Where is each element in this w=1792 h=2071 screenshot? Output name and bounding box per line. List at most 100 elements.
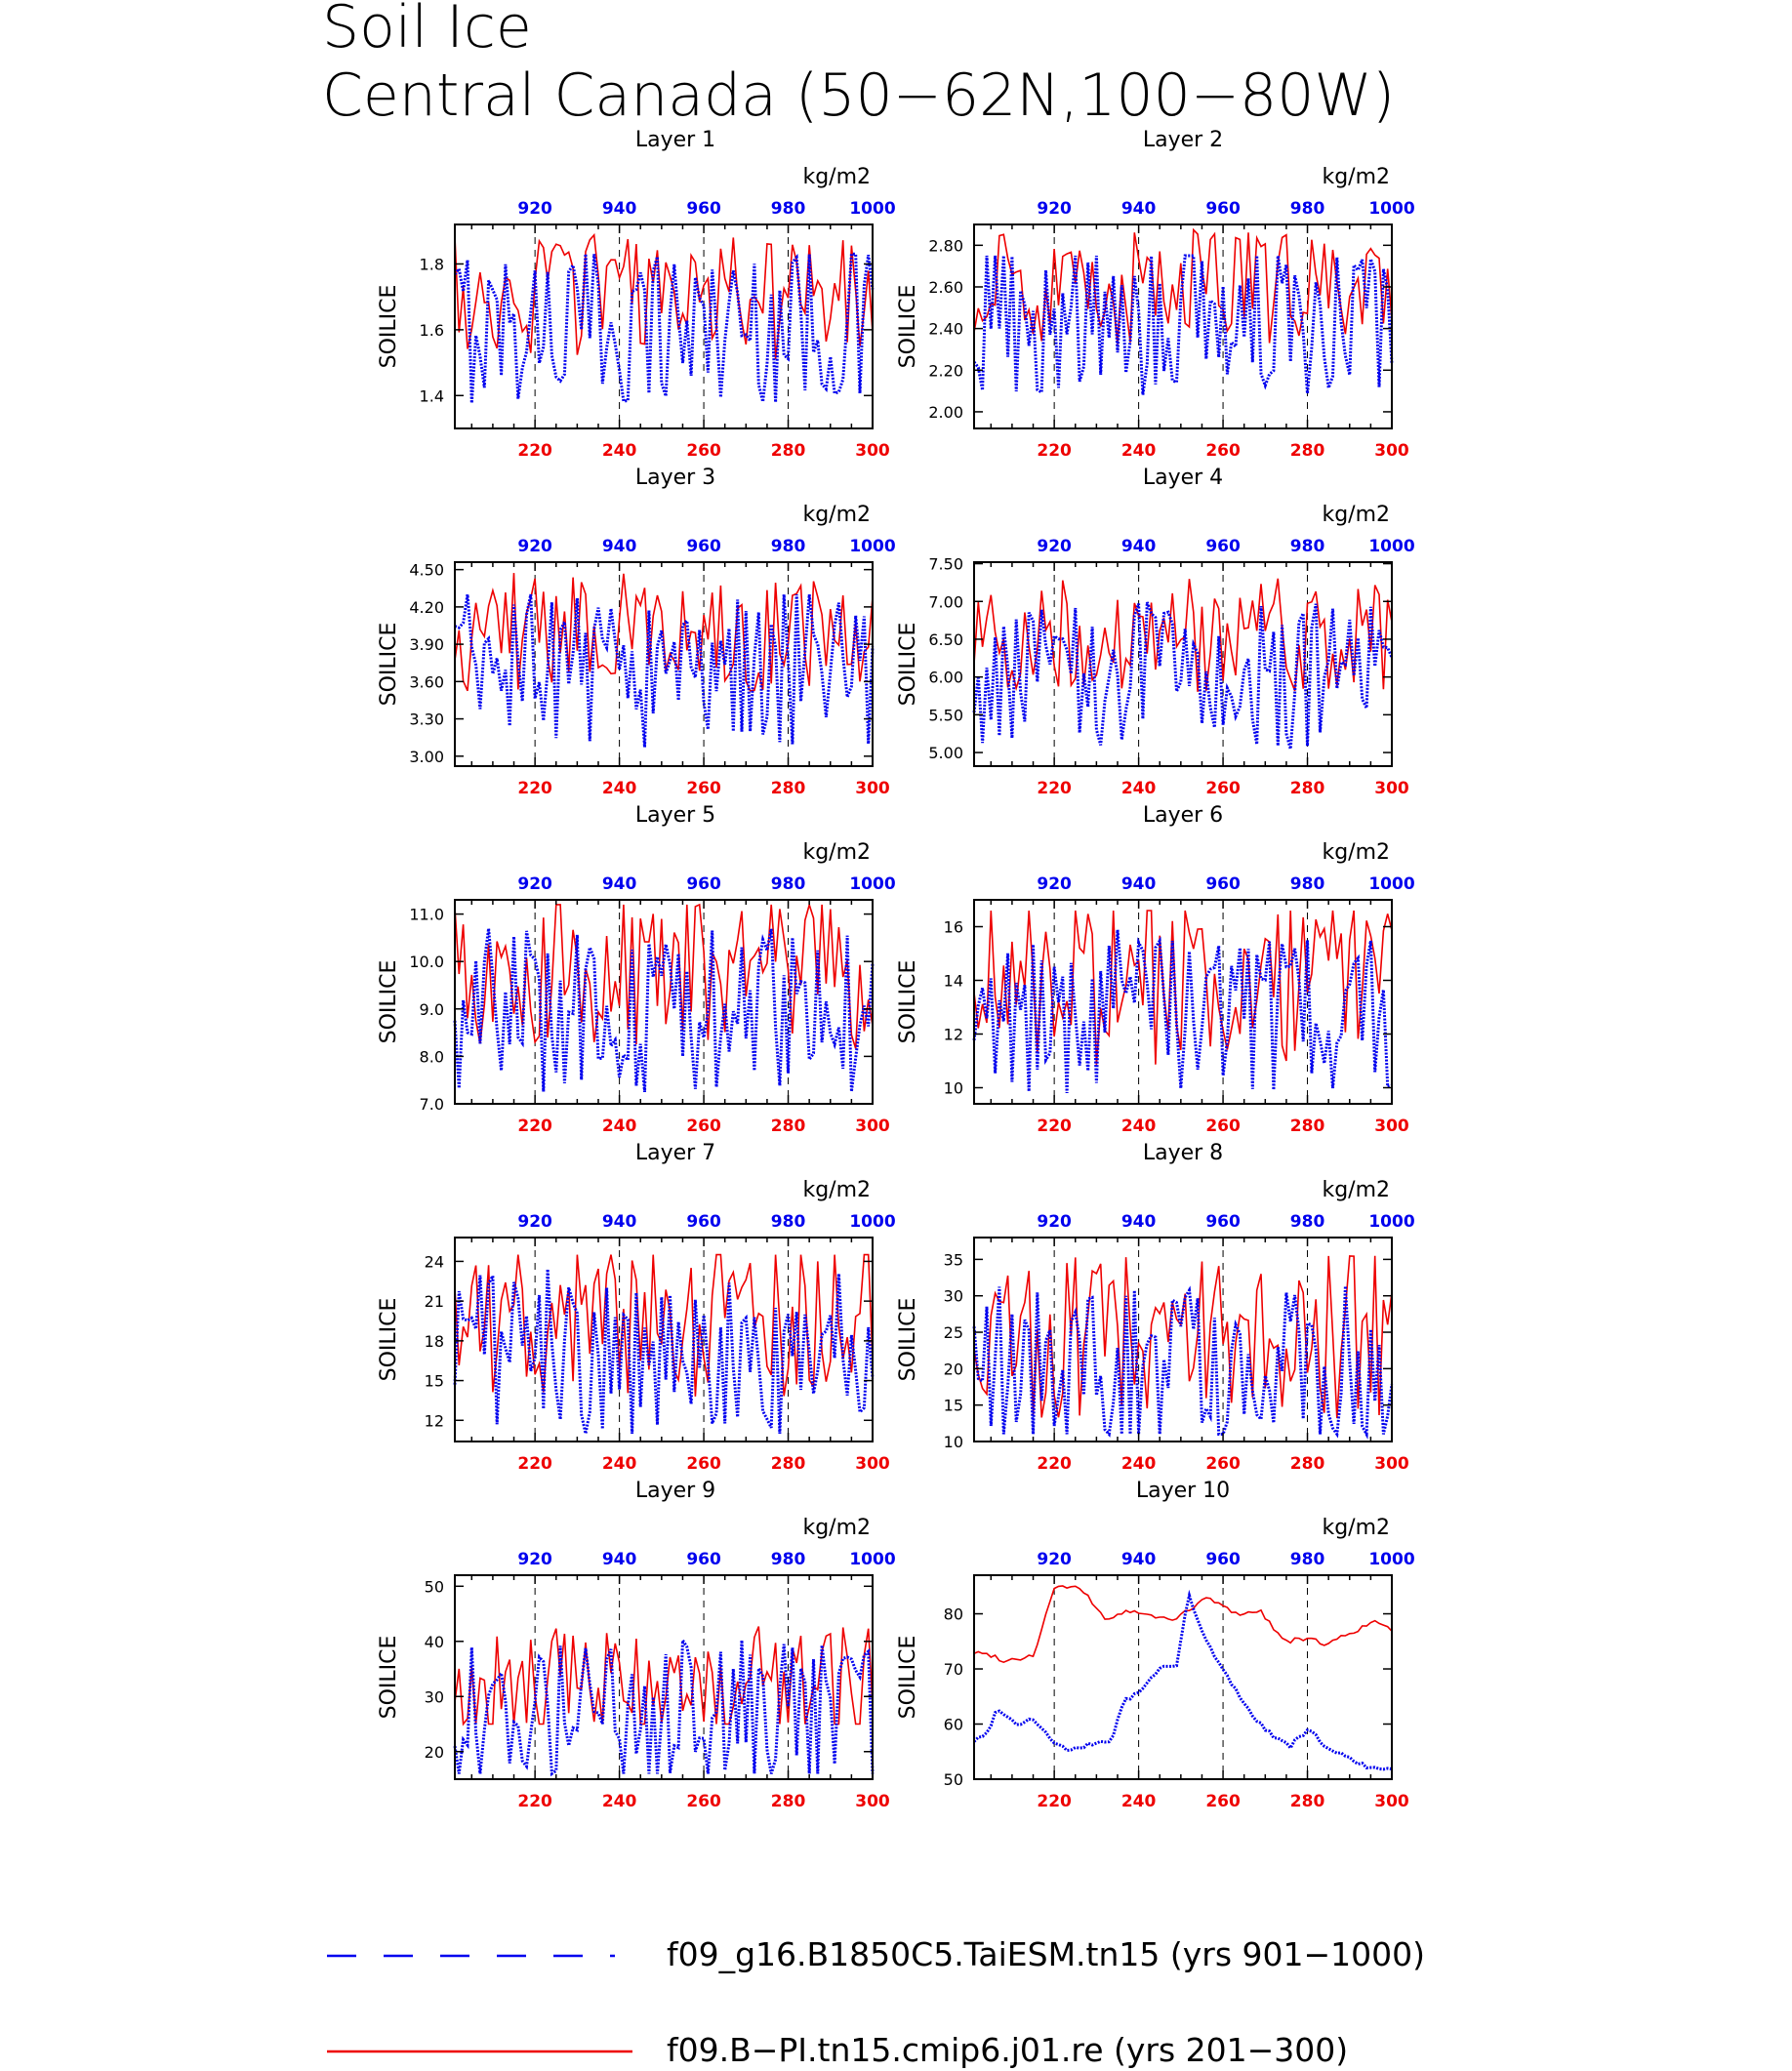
bottom-tick-label: 260 bbox=[1205, 779, 1241, 798]
y-axis-label: SOILICE bbox=[896, 285, 920, 369]
bottom-tick-label: 240 bbox=[602, 1454, 637, 1474]
bottom-tick-label: 260 bbox=[686, 779, 721, 798]
bottom-tick-label: 240 bbox=[602, 441, 637, 461]
bottom-tick-label: 300 bbox=[855, 441, 890, 461]
y-tick-label: 10 bbox=[944, 1079, 963, 1098]
y-axis-label: SOILICE bbox=[377, 285, 401, 369]
bottom-tick-label: 260 bbox=[686, 1792, 721, 1811]
top-tick-label: 980 bbox=[771, 874, 806, 894]
top-tick-label: 960 bbox=[686, 874, 721, 894]
series-red bbox=[973, 227, 1393, 345]
top-tick-label: 980 bbox=[1290, 1550, 1325, 1569]
y-tick-label: 6.00 bbox=[928, 669, 963, 687]
top-tick-label: 940 bbox=[602, 1212, 637, 1232]
units-label: kg/m2 bbox=[1322, 840, 1390, 865]
bottom-tick-label: 260 bbox=[686, 1454, 721, 1474]
bottom-tick-label: 240 bbox=[602, 1792, 637, 1811]
y-tick-label: 7.00 bbox=[928, 592, 963, 611]
y-tick-label: 5.00 bbox=[928, 744, 963, 762]
plot-frame bbox=[973, 223, 1393, 429]
top-tick-label: 1000 bbox=[1368, 1550, 1414, 1569]
top-tick-label: 960 bbox=[686, 199, 721, 219]
top-tick-label: 960 bbox=[1205, 1212, 1241, 1232]
top-tick-label: 1000 bbox=[1368, 1212, 1414, 1232]
bottom-tick-label: 280 bbox=[771, 1792, 806, 1811]
plot-frame bbox=[973, 561, 1393, 767]
y-tick-label: 15 bbox=[425, 1372, 444, 1391]
bottom-tick-label: 220 bbox=[517, 441, 552, 461]
bottom-tick-label: 300 bbox=[1374, 441, 1409, 461]
y-tick-label: 10 bbox=[944, 1433, 963, 1451]
bottom-tick-label: 260 bbox=[1205, 1454, 1241, 1474]
y-tick-label: 11.0 bbox=[409, 906, 444, 924]
panel-layer-6: Layer 6 kg/m2 220 240 260 280 300 920 940 960 980 1… bbox=[896, 803, 1415, 1136]
bottom-tick-label: 260 bbox=[686, 441, 721, 461]
bottom-tick-label: 220 bbox=[517, 1454, 552, 1474]
bottom-tick-label: 300 bbox=[1374, 1792, 1409, 1811]
y-tick-label: 1.4 bbox=[420, 386, 444, 405]
top-tick-label: 1000 bbox=[1368, 537, 1414, 556]
panel-title: Layer 7 bbox=[635, 1141, 715, 1165]
plot-frame bbox=[454, 223, 874, 429]
bottom-tick-label: 280 bbox=[1290, 1792, 1325, 1811]
units-label: kg/m2 bbox=[1322, 1516, 1390, 1540]
bottom-tick-label: 220 bbox=[1037, 1117, 1072, 1136]
y-tick-label: 2.80 bbox=[928, 236, 963, 255]
y-tick-label: 25 bbox=[944, 1323, 963, 1342]
bottom-tick-label: 280 bbox=[771, 1454, 806, 1474]
top-tick-label: 920 bbox=[517, 199, 552, 219]
bottom-tick-label: 260 bbox=[686, 1117, 721, 1136]
series-blue bbox=[972, 1589, 1393, 1771]
y-tick-label: 80 bbox=[944, 1605, 963, 1624]
y-tick-label: 7.50 bbox=[928, 555, 963, 574]
top-tick-label: 980 bbox=[771, 537, 806, 556]
panel-layer-2: Layer 2 kg/m2 220 240 260 280 300 920 940 960 980 1… bbox=[896, 128, 1415, 461]
top-tick-label: 940 bbox=[1121, 1212, 1157, 1232]
top-tick-label: 920 bbox=[1037, 537, 1072, 556]
top-tick-label: 940 bbox=[602, 199, 637, 219]
panel-layer-10: Layer 10 kg/m2 220 240 260 280 300 920 940 960 980… bbox=[896, 1479, 1415, 1811]
series-blue bbox=[453, 928, 875, 1093]
series-red bbox=[454, 232, 874, 360]
bottom-tick-label: 260 bbox=[1205, 1117, 1241, 1136]
panel-title: Layer 6 bbox=[1143, 803, 1223, 828]
bottom-tick-label: 280 bbox=[771, 779, 806, 798]
top-tick-label: 940 bbox=[1121, 537, 1157, 556]
y-axis-label: SOILICE bbox=[896, 1298, 920, 1382]
bottom-tick-label: 220 bbox=[1037, 779, 1072, 798]
panel-title: Layer 5 bbox=[635, 803, 715, 828]
figure-title-line2: Central Canada (50−62N,100−80W) bbox=[322, 61, 1395, 130]
bottom-tick-label: 300 bbox=[855, 1792, 890, 1811]
bottom-tick-label: 220 bbox=[1037, 1792, 1072, 1811]
top-tick-label: 920 bbox=[517, 537, 552, 556]
plot-frame bbox=[454, 561, 874, 767]
y-axis-label: SOILICE bbox=[896, 960, 920, 1044]
panel-layer-9: Layer 9 kg/m2 220 240 260 280 300 920 940 960 980 1… bbox=[377, 1479, 896, 1811]
y-tick-label: 30 bbox=[425, 1687, 444, 1706]
y-tick-label: 2.40 bbox=[928, 320, 963, 339]
y-tick-label: 12 bbox=[425, 1411, 444, 1430]
plot-frame bbox=[454, 1574, 874, 1780]
top-tick-label: 920 bbox=[517, 874, 552, 894]
top-tick-label: 940 bbox=[1121, 199, 1157, 219]
top-tick-label: 980 bbox=[771, 1550, 806, 1569]
plot-frame bbox=[973, 1237, 1393, 1442]
y-tick-label: 15 bbox=[944, 1397, 963, 1415]
y-tick-label: 21 bbox=[425, 1292, 444, 1311]
bottom-tick-label: 240 bbox=[1121, 1117, 1157, 1136]
top-tick-label: 960 bbox=[1205, 874, 1241, 894]
y-tick-label: 3.00 bbox=[409, 748, 444, 766]
y-tick-label: 4.20 bbox=[409, 598, 444, 617]
y-tick-label: 8.0 bbox=[420, 1047, 444, 1066]
y-tick-label: 9.0 bbox=[420, 1000, 444, 1019]
panel-layer-5: Layer 5 kg/m2 220 240 260 280 300 920 940 960 980 1… bbox=[377, 803, 896, 1136]
legend-label-blue: f09_g16.B1850C5.TaiESM.tn15 (yrs 901−100… bbox=[667, 1935, 1425, 1973]
panel-layer-8: Layer 8 kg/m2 220 240 260 280 300 920 940 960 980 1… bbox=[896, 1141, 1415, 1474]
y-tick-label: 20 bbox=[425, 1743, 444, 1762]
panel-layer-1: Layer 1 kg/m2 220 240 260 280 300 920 940 960 980 1… bbox=[377, 128, 896, 461]
bottom-tick-label: 220 bbox=[517, 1792, 552, 1811]
bottom-tick-label: 220 bbox=[517, 1117, 552, 1136]
bottom-tick-label: 240 bbox=[1121, 1792, 1157, 1811]
units-label: kg/m2 bbox=[1322, 503, 1390, 527]
units-label: kg/m2 bbox=[802, 1178, 871, 1202]
